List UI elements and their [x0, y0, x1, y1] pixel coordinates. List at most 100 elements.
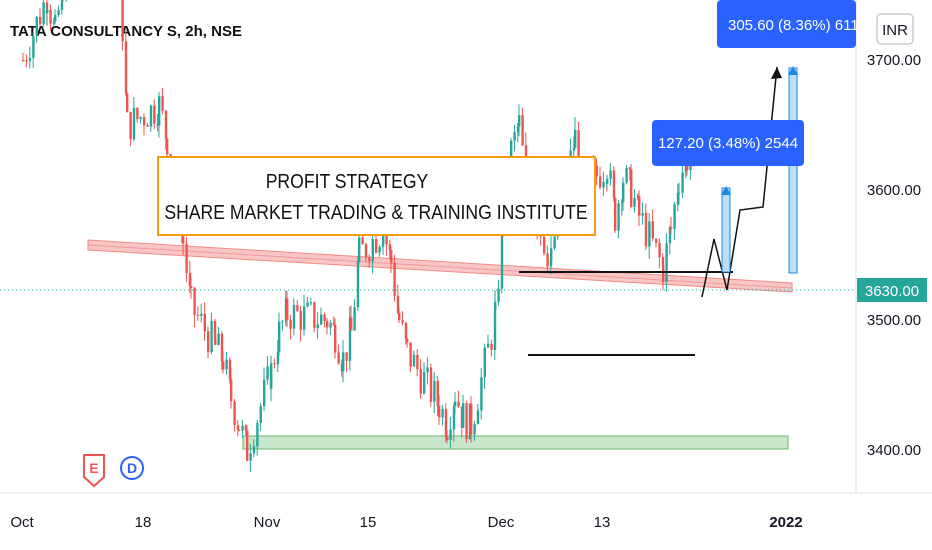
candle-body [156, 123, 159, 126]
candle-body [57, 10, 60, 16]
candle-body [441, 409, 444, 418]
price-axis[interactable]: 3400.00 3500.00 3600.00 3700.00 [867, 52, 921, 459]
time-tick-label: Oct [10, 514, 34, 531]
candle-body [342, 352, 345, 372]
candle-body [480, 377, 483, 411]
resistance-trendline-center [87, 244, 793, 289]
dividend-marker[interactable]: D [120, 456, 144, 480]
candle-body [143, 117, 146, 126]
candle-body [388, 244, 392, 250]
candle-body [668, 227, 672, 244]
candle-body [516, 126, 520, 133]
target2-bar[interactable] [788, 67, 798, 274]
candle-body [121, 0, 124, 42]
candle-body [433, 380, 436, 402]
candle-body [320, 314, 323, 325]
candle-body [620, 202, 624, 204]
candle-body [426, 367, 429, 373]
candle-body [625, 167, 628, 183]
candle-body [493, 310, 497, 351]
target1-box[interactable] [652, 120, 804, 166]
currency-button[interactable] [876, 13, 914, 45]
time-tick-label: Nov [254, 514, 281, 531]
earnings-marker[interactable]: E [83, 454, 105, 488]
candle-body [42, 2, 45, 25]
candle-body [550, 248, 553, 261]
candle-body [382, 232, 385, 245]
candle-body [617, 203, 620, 231]
candle-body [462, 403, 465, 428]
candle-body [356, 261, 360, 308]
price-tick-label: 3700.00 [867, 52, 921, 69]
candle-body [513, 132, 516, 141]
candle-body [518, 115, 521, 127]
candle-body [217, 333, 220, 345]
candle-body [126, 93, 129, 113]
candle-body [368, 257, 371, 262]
earnings-icon [83, 454, 105, 488]
candle-body [572, 147, 576, 151]
candle-body [393, 262, 396, 296]
candle-body [602, 182, 605, 188]
candle-body [648, 221, 651, 247]
candle-body [230, 379, 233, 402]
projection-path[interactable] [701, 66, 778, 298]
candle-body [22, 60, 25, 61]
candle-body [446, 437, 449, 440]
candle-body [353, 307, 356, 331]
candle-body [296, 305, 299, 311]
candle-body [641, 213, 644, 216]
candle-body [196, 314, 200, 316]
candle-body [276, 352, 280, 365]
candle-body [385, 232, 388, 245]
candle-body [651, 221, 654, 239]
candle-body [146, 125, 149, 127]
annotation-box[interactable] [157, 156, 596, 236]
candle-body [454, 401, 457, 407]
time-tick-label: 13 [594, 514, 611, 531]
candle-body [423, 372, 426, 394]
candle-body [124, 41, 128, 94]
candle-body [416, 354, 419, 370]
support-zone[interactable] [242, 435, 789, 450]
candle-body [222, 361, 225, 370]
target2-box[interactable] [717, 0, 856, 48]
annotation-line1: PROFIT STRATEGY [266, 170, 429, 192]
candle-body [452, 406, 456, 430]
time-tick-label: Dec [488, 514, 515, 531]
candle-body [164, 110, 168, 139]
candle-body [378, 246, 381, 253]
candle-body [494, 301, 497, 311]
candle-body [263, 379, 266, 407]
candle-body [655, 238, 658, 243]
candle-body [256, 422, 259, 447]
candle-body [313, 302, 316, 328]
candle-body [252, 446, 256, 454]
candle-body [334, 324, 337, 353]
candle-body [553, 236, 556, 249]
candle-body [614, 197, 617, 231]
annotation-line2: SHARE MARKET TRADING & TRAINING INSTITUT… [164, 201, 587, 223]
candle-body [233, 401, 236, 426]
candle-body [188, 272, 192, 287]
candle-body [303, 306, 306, 330]
candle-body [638, 195, 641, 216]
candle-body [670, 227, 673, 229]
projection-arrowhead [771, 67, 782, 79]
candle-body [361, 237, 364, 245]
target1-bar[interactable] [721, 187, 731, 273]
candle-body [60, 0, 64, 11]
candle-body [52, 21, 56, 24]
candle-body [436, 380, 439, 406]
time-axis[interactable]: Oct 18 Nov 15 Dec 13 2022 [10, 514, 802, 531]
candle-body [139, 117, 142, 120]
candle-body [609, 170, 612, 179]
candle-body [244, 425, 248, 431]
candle-body [49, 9, 52, 24]
candle-body [329, 322, 332, 328]
candle-body [438, 405, 441, 418]
candle-body [546, 253, 549, 267]
candle-body [449, 429, 452, 440]
candle-body [633, 197, 636, 207]
